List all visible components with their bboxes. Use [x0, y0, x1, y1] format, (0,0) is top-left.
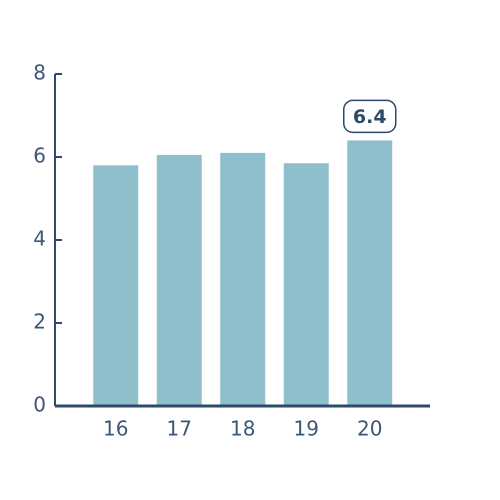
- value-label-box: [343, 99, 397, 134]
- bar: [93, 165, 139, 406]
- bar: [220, 152, 266, 406]
- y-tick-label: 6: [33, 144, 46, 168]
- bar: [283, 163, 329, 406]
- y-tick-label: 0: [33, 393, 46, 417]
- bar: [156, 154, 202, 406]
- x-tick-label: 18: [230, 417, 255, 441]
- x-tick-label: 17: [167, 417, 192, 441]
- y-tick-label: 8: [33, 61, 46, 85]
- x-tick-label: 19: [294, 417, 319, 441]
- x-tick-label: 20: [357, 417, 382, 441]
- y-tick-label: 2: [33, 310, 46, 334]
- value-label: 6.4: [353, 106, 387, 128]
- bar: [347, 140, 393, 406]
- x-tick-label: 16: [103, 417, 128, 441]
- y-tick-label: 4: [33, 227, 46, 251]
